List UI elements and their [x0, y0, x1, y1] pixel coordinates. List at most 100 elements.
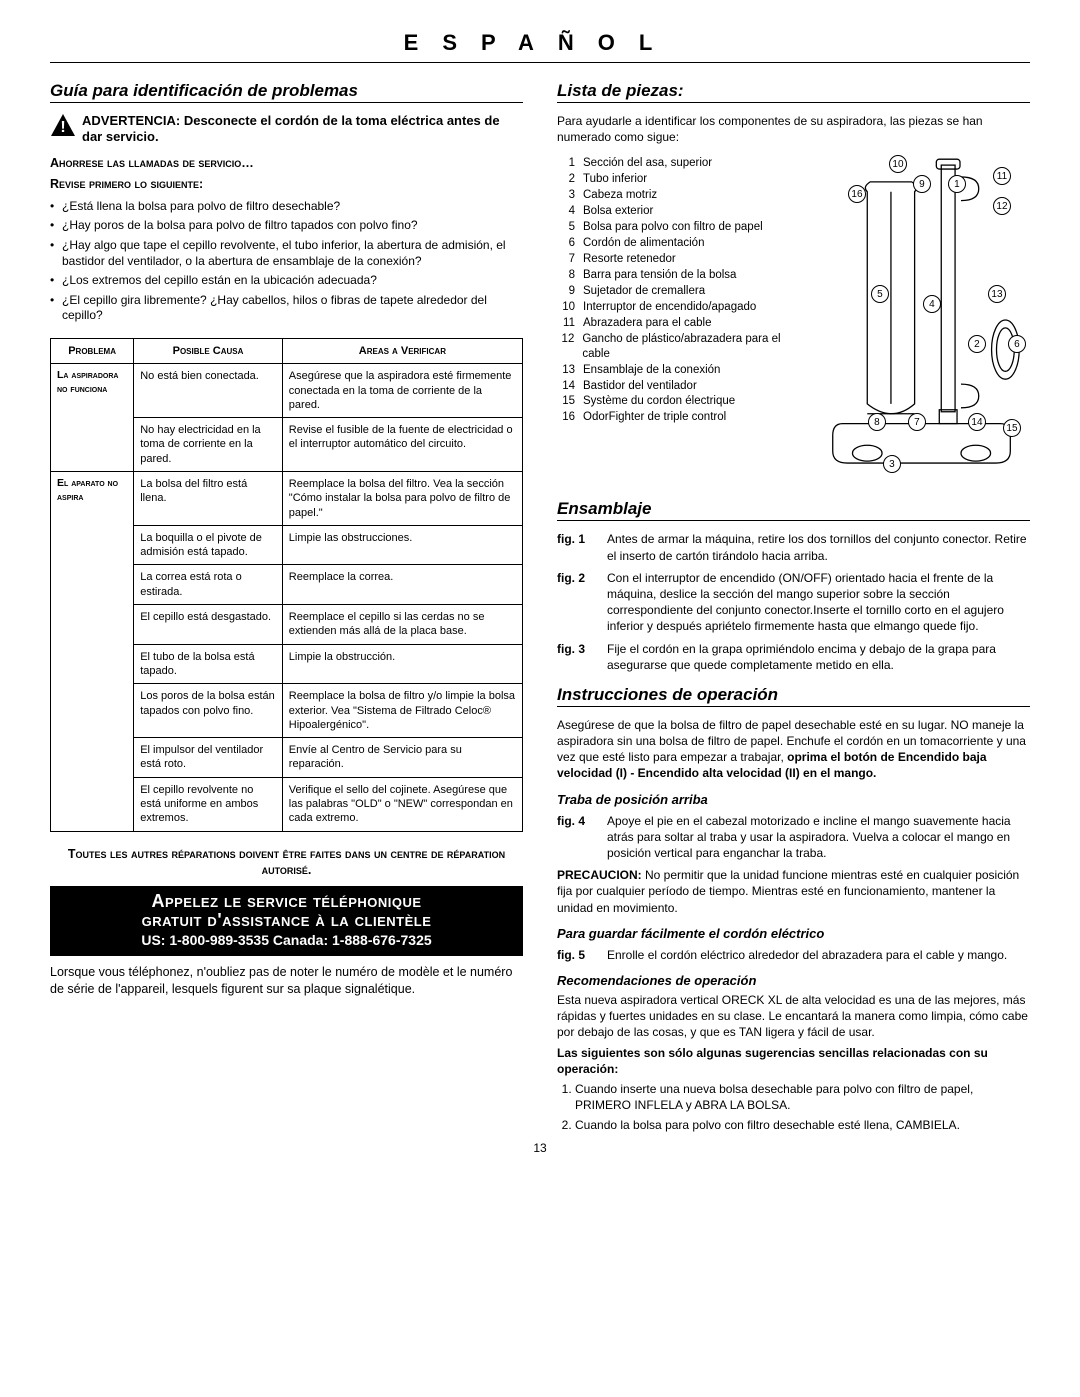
parts-label: Cordón de alimentación: [583, 236, 704, 251]
right-column: Lista de piezas: Para ayudarle a identif…: [557, 81, 1030, 1137]
parts-row: 4Bolsa exterior: [557, 204, 803, 219]
check-cell: Envíe al Centro de Servicio para su repa…: [282, 738, 522, 778]
parts-num: 15: [557, 394, 575, 409]
rec-item: Cuando la bolsa para polvo con filtro de…: [575, 1117, 1030, 1133]
check-bullet: ¿El cepillo gira libremente? ¿Hay cabell…: [50, 293, 523, 324]
parts-label: Bastidor del ventilador: [583, 379, 697, 394]
parts-row: 12 Gancho de plástico/abrazadera para el …: [557, 332, 803, 362]
parts-label: Interruptor de encendido/apagado: [583, 300, 756, 315]
parts-num: 5: [557, 220, 575, 235]
check-cell: Asegúrese que la aspiradora esté firmeme…: [282, 364, 522, 418]
cause-cell: El cepillo revolvente no está uniforme e…: [134, 777, 283, 831]
parts-num: 2: [557, 172, 575, 187]
parts-row: 11Abrazadera para el cable: [557, 316, 803, 331]
page-number: 13: [50, 1141, 1030, 1155]
sub-heading-1: Ahorrese las llamadas de servicio…: [50, 156, 523, 172]
rec-title: Recomendaciones de operación: [557, 973, 1030, 988]
parts-row: 7 Resorte retenedor: [557, 252, 803, 267]
two-column-layout: Guía para identificación de problemas ! …: [50, 81, 1030, 1137]
fig-text: Con el interruptor de encendido (ON/OFF)…: [607, 570, 1030, 635]
warning-row: ! ADVERTENCIA: Desconecte el cordón de l…: [50, 113, 523, 146]
parts-label: Sujetador de cremallera: [583, 284, 705, 299]
parts-title: Lista de piezas:: [557, 81, 1030, 103]
rec-list-wrap: Cuando inserte una nueva bolsa desechabl…: [557, 1081, 1030, 1134]
parts-row: 9 Sujetador de cremallera: [557, 284, 803, 299]
parts-label: Barra para tensión de la bolsa: [583, 268, 736, 283]
svg-text:!: !: [60, 119, 65, 136]
fig-label: fig. 2: [557, 570, 597, 635]
fig-row: fig. 2Con el interruptor de encendido (O…: [557, 570, 1030, 635]
cause-cell: La correa está rota o estirada.: [134, 565, 283, 605]
parts-num: 7: [557, 252, 575, 267]
parts-list: 1Sección del asa, superior2Tubo inferior…: [557, 155, 803, 485]
sub-heading-2: Revise primero lo siguiente:: [50, 177, 523, 193]
parts-wrap: 1Sección del asa, superior2Tubo inferior…: [557, 155, 1030, 485]
check-bullet: ¿Hay algo que tape el cepillo revolvente…: [50, 238, 523, 269]
parts-label: Resorte retenedor: [583, 252, 676, 267]
cause-cell: La bolsa del filtro está llena.: [134, 471, 283, 525]
cause-cell: No hay electricidad en la toma de corrie…: [134, 418, 283, 472]
precaution-label: PRECAUCION:: [557, 868, 642, 882]
parts-row: 1Sección del asa, superior: [557, 156, 803, 171]
repair-note: Toutes les autres réparations doivent êt…: [50, 846, 523, 879]
fig-text: Fije el cordón en la grapa oprimiéndolo …: [607, 641, 1030, 673]
check-cell: Limpie las obstrucciones.: [282, 525, 522, 565]
parts-row: 16 OdorFighter de triple control: [557, 410, 803, 425]
table-header: Posible Causa: [134, 338, 283, 363]
parts-num: 12: [557, 332, 574, 362]
parts-num: 9: [557, 284, 575, 299]
fig4-label: fig. 4: [557, 813, 597, 862]
problem-cell: La aspiradora no funciona: [51, 364, 134, 472]
fig-row: fig. 3Fije el cordón en la grapa oprimié…: [557, 641, 1030, 673]
parts-label: Sección del asa, superior: [583, 156, 712, 171]
table-header: Problema: [51, 338, 134, 363]
check-cell: Revise el fusible de la fuente de electr…: [282, 418, 522, 472]
operating-title: Instrucciones de operación: [557, 685, 1030, 707]
check-first-list: ¿Está llena la bolsa para polvo de filtr…: [50, 199, 523, 324]
parts-label: Système du cordon électrique: [583, 394, 735, 409]
parts-label: Bolsa para polvo con filtro de papel: [583, 220, 763, 235]
warning-text: ADVERTENCIA: Desconecte el cordón de la …: [82, 113, 523, 146]
parts-label: Gancho de plástico/abrazadera para el ca…: [582, 332, 803, 362]
fig4-text: Apoye el pie en el cabezal motorizado e …: [607, 813, 1030, 862]
parts-num: 10: [557, 300, 575, 315]
parts-num: 6: [557, 236, 575, 251]
precaution: PRECAUCION: No permitir que la unidad fu…: [557, 867, 1030, 916]
phone-box: Appelez le service téléphonique gratuit …: [50, 886, 523, 956]
traba-title: Traba de posición arriba: [557, 792, 1030, 807]
parts-row: 3Cabeza motriz: [557, 188, 803, 203]
fig5-label: fig. 5: [557, 947, 597, 963]
rec-bold-text: Las siguientes son sólo algunas sugerenc…: [557, 1046, 988, 1076]
check-cell: Limpie la obstrucción.: [282, 644, 522, 684]
troubleshoot-table: ProblemaPosible CausaAreas a Verificar L…: [50, 338, 523, 832]
check-cell: Verifique el sello del cojinete. Asegúre…: [282, 777, 522, 831]
phone-box-line2: gratuit d'assistance à la clientèle: [58, 911, 515, 930]
fig4-row: fig. 4 Apoye el pie en el cabezal motori…: [557, 813, 1030, 862]
assembly-title: Ensamblaje: [557, 499, 1030, 521]
left-column: Guía para identificación de problemas ! …: [50, 81, 523, 1137]
rec-item: Cuando inserte una nueva bolsa desechabl…: [575, 1081, 1030, 1113]
fig-label: fig. 1: [557, 531, 597, 563]
parts-num: 14: [557, 379, 575, 394]
parts-num: 11: [557, 316, 575, 331]
warning-icon: !: [50, 113, 76, 140]
fig-row: fig. 1Antes de armar la máquina, retire …: [557, 531, 1030, 563]
vacuum-diagram: 10911116125413268714153: [813, 155, 1030, 485]
parts-label: OdorFighter de triple control: [583, 410, 726, 425]
table-header: Areas a Verificar: [282, 338, 522, 363]
cause-cell: No está bien conectada.: [134, 364, 283, 418]
parts-label: Ensamblaje de la conexión: [583, 363, 720, 378]
operating-para: Asegúrese de que la bolsa de filtro de p…: [557, 717, 1030, 782]
cause-cell: Los poros de la bolsa están tapados con …: [134, 684, 283, 738]
parts-row: 2Tubo inferior: [557, 172, 803, 187]
parts-num: 4: [557, 204, 575, 219]
check-bullet: ¿Está llena la bolsa para polvo de filtr…: [50, 199, 523, 215]
check-bullet: ¿Los extremos del cepillo están en la ub…: [50, 273, 523, 289]
parts-num: 3: [557, 188, 575, 203]
parts-num: 13: [557, 363, 575, 378]
phone-box-line1: Appelez le service téléphonique: [58, 892, 515, 911]
parts-num: 16: [557, 410, 575, 425]
fig5-text: Enrolle el cordón eléctrico alrededor de…: [607, 947, 1007, 963]
troubleshoot-title: Guía para identificación de problemas: [50, 81, 523, 103]
language-header: ESPAÑOL: [50, 30, 1030, 63]
